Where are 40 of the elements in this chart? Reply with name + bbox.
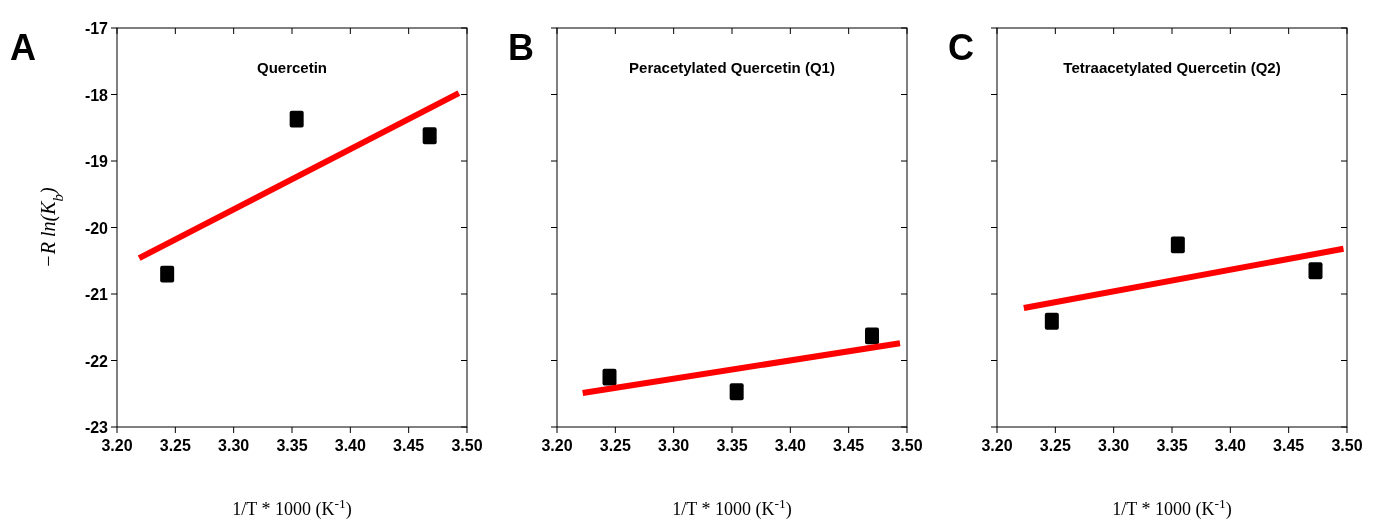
text: Quercetin — [256, 59, 328, 76]
text: Peracetylated Quercetin (Q1) — [629, 59, 835, 76]
y-tick-label: -21 — [84, 286, 109, 303]
x-tick-label: 3.30 — [658, 437, 690, 454]
x-tick-label: 3.25 — [1039, 437, 1072, 454]
x-axis-title: 1/T * 1000 (K$^{-1}$) — [1112, 495, 1232, 520]
x-axis-title: 1/T * 1000 (K$^{-1}$) — [672, 495, 792, 520]
x-tick-label: 3.40 — [334, 437, 367, 454]
x-tick-label: 3.35 — [276, 437, 308, 454]
point — [289, 110, 304, 128]
x-axis-title: 1/T * 1000 (K$^{-1}$) — [232, 495, 352, 520]
text: C — [948, 27, 974, 68]
x-tick-label: 3.50 — [451, 437, 483, 454]
x-tick-label: 3.30 — [1098, 437, 1130, 454]
x-tick-label: 3.40 — [774, 437, 807, 454]
x-tick-label: 3.45 — [393, 437, 425, 454]
y-tick-label: -23 — [84, 419, 109, 436]
x-tick-label: 3.20 — [981, 437, 1013, 454]
x-tick-label: 3.25 — [159, 437, 192, 454]
y-tick-label: -17 — [84, 20, 109, 37]
y-tick-label: -22 — [84, 352, 109, 370]
x-tick-label: 3.25 — [599, 437, 632, 454]
text: B — [508, 27, 534, 68]
x-tick-label: 3.45 — [833, 437, 865, 454]
x-tick-label: 3.20 — [541, 437, 573, 454]
text: A — [10, 27, 36, 68]
x-tick-label: 3.35 — [716, 437, 748, 454]
point — [160, 265, 175, 283]
x-tick-label: 3.30 — [218, 437, 250, 454]
x-tick-label: 3.35 — [1156, 437, 1188, 454]
x-tick-label: 3.50 — [1331, 437, 1363, 454]
y-tick-label: -20 — [84, 219, 109, 237]
x-tick-label: 3.40 — [1214, 437, 1247, 454]
point — [422, 127, 437, 145]
y-tick-label: -18 — [84, 86, 109, 104]
text: Tetraacetylated Quercetin (Q2) — [1063, 59, 1281, 76]
x-tick-label: 3.20 — [101, 437, 133, 454]
x-tick-label: 3.45 — [1273, 437, 1305, 454]
y-tick-label: -19 — [84, 153, 109, 170]
x-tick-label: 3.50 — [891, 437, 923, 454]
